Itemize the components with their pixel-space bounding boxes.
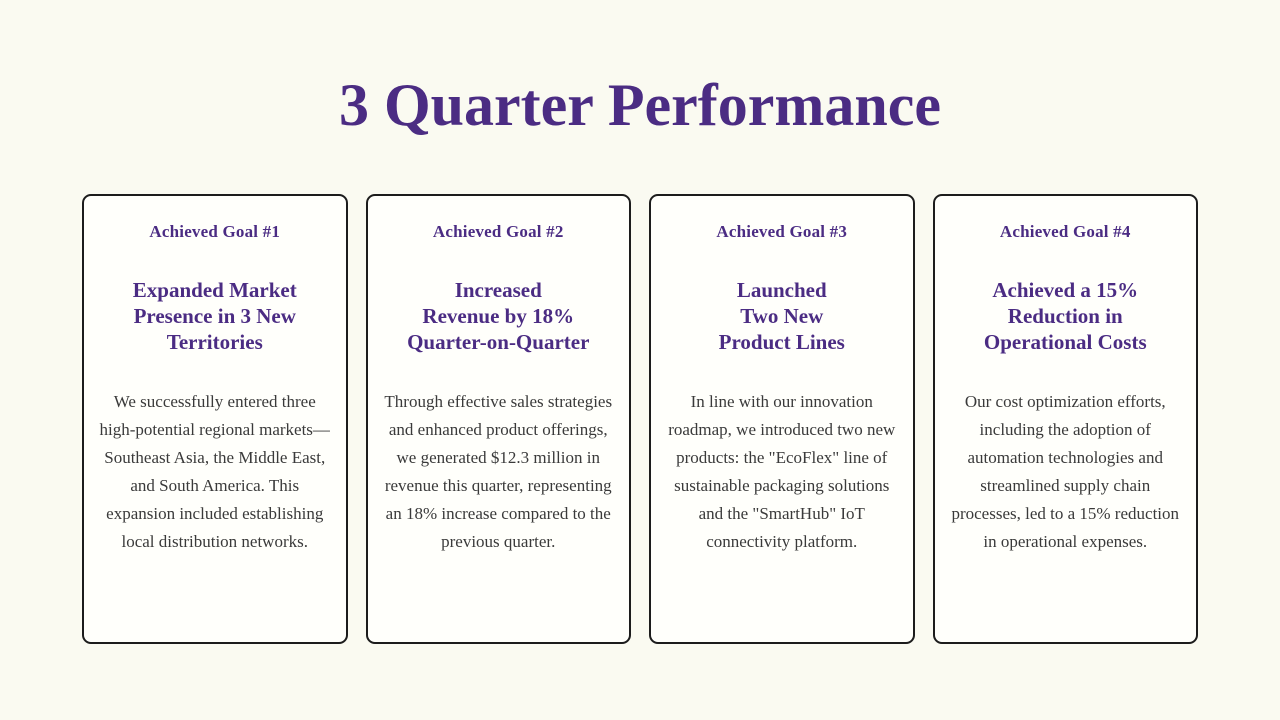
card-header: Achieved Goal #4 — [999, 222, 1131, 241]
card-header: Achieved Goal #2 — [432, 222, 564, 241]
card-body: In line with our innovation roadmap, we … — [668, 392, 896, 551]
card-body: Our cost optimization efforts, including… — [951, 392, 1180, 551]
card-title: Achieved a 15% Reduction in Operational … — [983, 278, 1147, 354]
card-body: Through effective sales strategies and e… — [384, 392, 613, 551]
cards-row: Achieved Goal #1 Expanded Market Presenc… — [0, 194, 1280, 644]
card-header: Achieved Goal #1 — [149, 222, 281, 241]
goal-card-2: Achieved Goal #2 Increased Revenue by 18… — [365, 194, 631, 644]
goal-card-1: Achieved Goal #1 Expanded Market Presenc… — [82, 194, 348, 644]
card-title: Launched Two New Product Lines — [718, 278, 845, 354]
card-header: Achieved Goal #3 — [716, 222, 848, 241]
card-title: Increased Revenue by 18% Quarter-on-Quar… — [407, 278, 590, 354]
goal-card-3: Achieved Goal #3 Launched Two New Produc… — [649, 194, 915, 644]
page-title: 3 Quarter Performance — [339, 72, 941, 138]
goal-card-4: Achieved Goal #4 Achieved a 15% Reductio… — [932, 194, 1198, 644]
card-body: We successfully entered three high-poten… — [99, 392, 330, 551]
card-title: Expanded Market Presence in 3 New Territ… — [132, 278, 297, 354]
